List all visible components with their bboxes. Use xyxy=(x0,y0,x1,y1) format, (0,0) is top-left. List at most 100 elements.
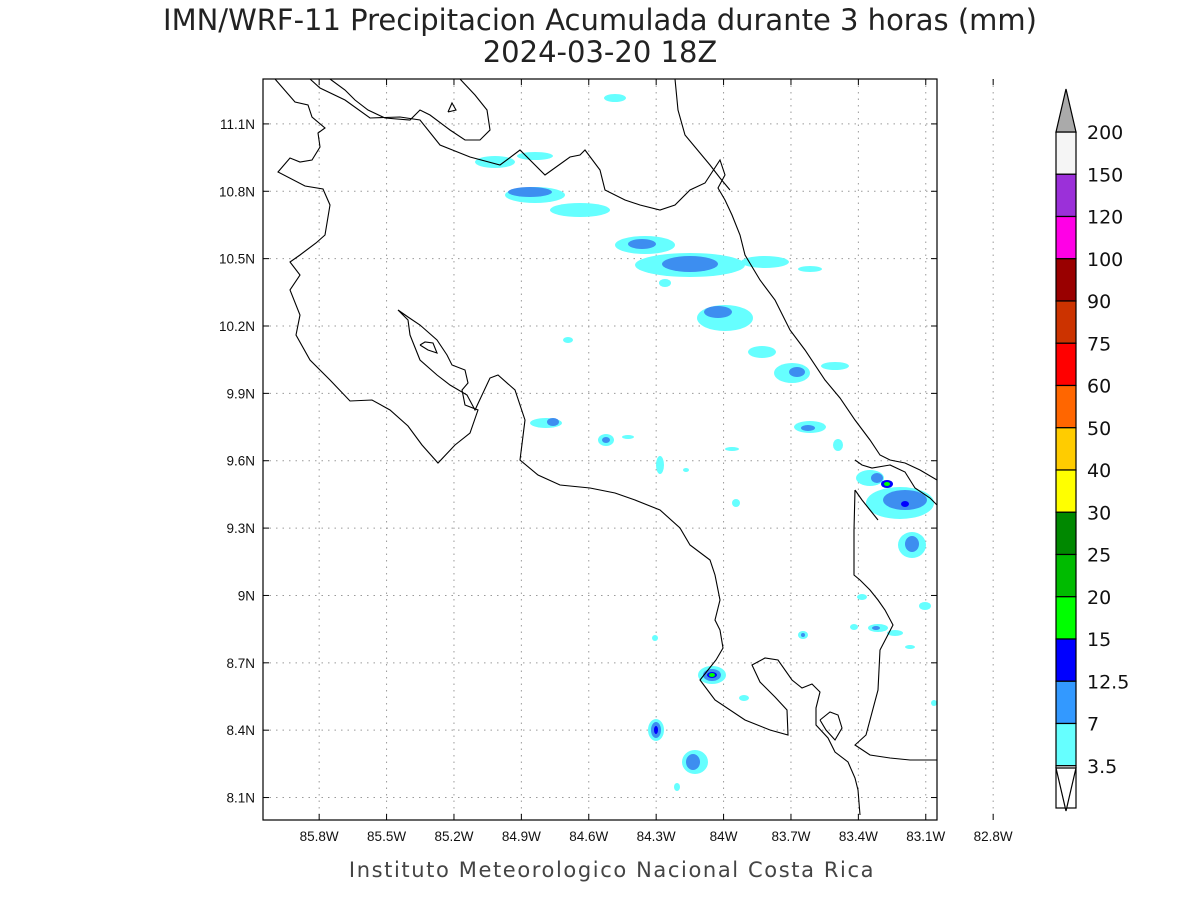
colorbar-box xyxy=(1055,215,1077,260)
rain-area xyxy=(748,346,776,358)
lon-tick-label: 84.9W xyxy=(502,829,541,844)
rain-area xyxy=(604,94,626,102)
colorbar-box xyxy=(1055,638,1077,682)
map-date: 2024-03-20 18Z xyxy=(483,35,718,69)
longitude-tick-labels: 85.8W 85.5W 85.2W 84.9W 84.6W 84.3W 84W 83.7W 83… xyxy=(300,829,1013,844)
lon-tick-label: 85.2W xyxy=(434,829,473,844)
colorbar-box xyxy=(1055,511,1077,556)
colorbar-box xyxy=(1055,722,1077,767)
rain-area xyxy=(883,490,927,510)
colorbar-box xyxy=(1055,553,1077,598)
colorbar-box xyxy=(1055,258,1077,302)
colorbar-label: 7 xyxy=(1087,714,1099,736)
rain-area xyxy=(919,602,931,610)
map-plot-area: 85.8W 85.5W 85.2W 84.9W 84.6W 84.3W 84W 83.7W 83… xyxy=(219,78,1013,844)
colorbar-box xyxy=(1055,131,1077,175)
rain-cells-south-pacific xyxy=(648,635,749,791)
rain-area xyxy=(563,337,573,343)
rain-area xyxy=(739,695,749,701)
rain-area xyxy=(798,266,822,272)
lon-tick-label: 83.7W xyxy=(771,829,810,844)
rain-area xyxy=(887,630,903,636)
lon-tick-label: 82.8W xyxy=(974,829,1013,844)
colorbar-boxes xyxy=(1055,131,1077,809)
lon-tick-label: 83.4W xyxy=(839,829,878,844)
colorbar-labels: 200 150 120 100 90 75 60 50 40 30 25 20 15 12.5 7 3.5 xyxy=(1087,122,1129,778)
lat-tick-label: 11.1N xyxy=(220,117,255,132)
precipitation-field xyxy=(274,79,937,816)
north-border xyxy=(309,79,937,481)
colorbar-box xyxy=(1055,173,1077,218)
rain-area xyxy=(905,645,915,649)
rain-area xyxy=(821,362,849,370)
rain-area xyxy=(686,754,700,770)
rain-area xyxy=(789,367,805,377)
rain-area xyxy=(857,594,867,600)
map-background xyxy=(263,79,937,820)
colorbar-box xyxy=(1055,469,1077,513)
coastline-and-borders xyxy=(274,79,937,816)
rain-area xyxy=(550,203,610,217)
colorbar-box xyxy=(1055,342,1077,387)
lat-tick-label: 10.5N xyxy=(219,252,255,267)
colorbar-label: 50 xyxy=(1087,418,1111,440)
rain-area xyxy=(683,468,689,472)
grid-lines xyxy=(263,79,994,820)
lat-tick-label: 9.6N xyxy=(226,454,255,469)
lat-tick-label: 10.2N xyxy=(219,319,255,334)
rain-area xyxy=(850,624,858,630)
panama-border xyxy=(854,459,937,506)
rain-band-north xyxy=(475,94,849,383)
lon-tick-label: 84W xyxy=(710,829,738,844)
rain-area xyxy=(741,256,789,268)
rain-area xyxy=(732,499,740,507)
colorbar-label: 150 xyxy=(1087,164,1123,186)
rain-area xyxy=(833,439,843,451)
tick-marks xyxy=(263,79,994,820)
rain-cells-caribbean xyxy=(798,470,937,706)
panama-border-south xyxy=(853,489,937,761)
colorbar-label: 15 xyxy=(1087,629,1111,651)
caribbean-coast xyxy=(674,79,731,191)
lon-tick-label: 85.5W xyxy=(367,829,406,844)
rain-area xyxy=(517,152,553,160)
nicaragua-inner-coast xyxy=(419,341,438,354)
rain-area xyxy=(801,633,805,637)
colorbar-over-triangle xyxy=(1055,88,1077,133)
colorbar-box xyxy=(1055,300,1077,344)
lon-tick-label: 85.8W xyxy=(300,829,339,844)
colorbar-label: 120 xyxy=(1087,207,1123,229)
colorbar-box xyxy=(1055,427,1077,471)
rain-area xyxy=(884,482,890,486)
lat-tick-label: 9.9N xyxy=(226,386,255,401)
lat-tick-label: 9.3N xyxy=(226,521,255,536)
lon-tick-label: 84.3W xyxy=(637,829,676,844)
rain-area xyxy=(652,635,658,641)
colorbar-label: 30 xyxy=(1087,502,1111,524)
nicaragua-coastline xyxy=(274,79,861,816)
colorbar: 200 150 120 100 90 75 60 50 40 30 25 20 15 12.5 7 3.5 xyxy=(1055,88,1129,812)
lat-tick-label: 8.1N xyxy=(226,791,255,806)
north-coast-upper xyxy=(329,79,491,141)
rain-area xyxy=(622,435,634,439)
footer-institution: Instituto Meteorologico Nacional Costa R… xyxy=(349,858,875,882)
colorbar-box xyxy=(1055,596,1077,640)
rain-area xyxy=(674,783,680,791)
latitude-tick-labels: 11.1N 10.8N 10.5N 10.2N 9.9N 9.6N 9.3N 9N 8.7N 8.… xyxy=(219,117,255,806)
rain-area xyxy=(628,239,656,249)
colorbar-label: 12.5 xyxy=(1087,671,1129,693)
colorbar-box xyxy=(1055,384,1077,429)
colorbar-label: 200 xyxy=(1087,122,1123,144)
rain-area xyxy=(654,726,658,734)
rain-area xyxy=(475,156,515,168)
colorbar-label: 60 xyxy=(1087,376,1111,398)
lat-tick-label: 8.4N xyxy=(226,723,255,738)
colorbar-label: 40 xyxy=(1087,460,1111,482)
rain-area xyxy=(931,700,937,706)
colorbar-label: 3.5 xyxy=(1087,756,1117,778)
rain-area xyxy=(872,626,880,630)
colorbar-under-triangle xyxy=(1055,767,1077,812)
rain-area xyxy=(656,456,664,474)
colorbar-label: 90 xyxy=(1087,291,1111,313)
